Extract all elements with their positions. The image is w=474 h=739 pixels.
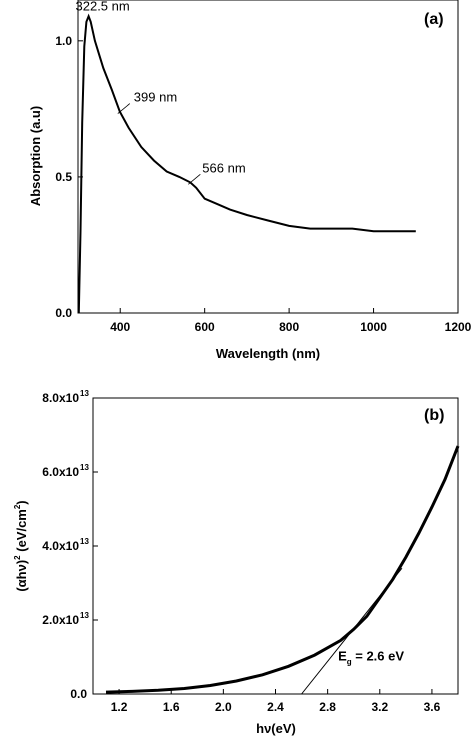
x-axis-label-a: Wavelength (nm) — [216, 346, 320, 361]
peak-annotation: 322.5 nm — [76, 0, 130, 13]
panel-label-a: (a) — [424, 11, 444, 28]
band-gap-prefix: E — [338, 649, 347, 664]
annotation-pointer — [117, 103, 131, 114]
peak-annotation: 566 nm — [202, 160, 245, 175]
x-tick-label-b: 3.2 — [371, 700, 388, 714]
x-tick-label-a: 800 — [279, 320, 299, 334]
annotation-pointer — [188, 174, 201, 185]
x-tick-label-b: 2.0 — [215, 700, 232, 714]
x-tick-label-b: 2.8 — [319, 700, 336, 714]
plot-frame-a — [77, 0, 459, 314]
band-gap-annotation: Eg = 2.6 eV — [338, 649, 404, 667]
x-tick-label-b: 2.4 — [267, 700, 284, 714]
y-tick-label-b: 4.0x10 — [42, 539, 79, 553]
y-label-b-unit: (eV/cm — [14, 509, 29, 555]
y-label-b-close: ) — [14, 500, 29, 504]
y-label-b-unit-exp: 2 — [13, 504, 22, 509]
peak-annotation: 399 nm — [134, 90, 177, 105]
x-tick-label-b: 1.6 — [163, 700, 180, 714]
x-tick-label-a: 400 — [110, 320, 130, 334]
absorption-curve — [77, 13, 416, 314]
y-tick-exponent-b: 13 — [80, 463, 89, 472]
y-tick-label-a: 1.0 — [55, 34, 72, 48]
y-tick-label-b: 8.0x10 — [42, 391, 79, 405]
y-tick-exponent-b: 13 — [80, 389, 89, 398]
tauc-curve — [105, 445, 460, 694]
x-tick-label-a: 1200 — [445, 320, 472, 334]
x-tick-label-b: 1.2 — [111, 700, 128, 714]
y-tick-label-b: 2.0x10 — [42, 613, 79, 627]
y-tick-label-b: 6.0x10 — [42, 465, 79, 479]
y-label-b-main: (αhν) — [14, 560, 29, 592]
x-axis-label-b: hν(eV) — [256, 721, 296, 736]
band-gap-value: = 2.6 eV — [352, 649, 405, 664]
y-axis-label-b: (αhν)2 (eV/cm2) — [13, 500, 29, 591]
y-tick-label-b: 0.0 — [70, 687, 87, 701]
y-tick-exponent-b: 13 — [80, 537, 89, 546]
panel-label-b: (b) — [424, 407, 444, 424]
x-tick-label-a: 1000 — [360, 320, 387, 334]
tangent-line — [301, 567, 403, 695]
y-tick-exponent-b: 13 — [80, 611, 89, 620]
band-gap-subscript: g — [347, 658, 352, 667]
y-tick-label-a: 0.5 — [55, 170, 72, 184]
x-tick-label-a: 600 — [195, 320, 215, 334]
y-tick-label-a: 0.0 — [55, 306, 72, 320]
y-label-b-exp: 2 — [13, 555, 22, 560]
y-axis-label-a: Absorption (a.u) — [28, 106, 43, 206]
x-tick-label-b: 3.6 — [424, 700, 441, 714]
